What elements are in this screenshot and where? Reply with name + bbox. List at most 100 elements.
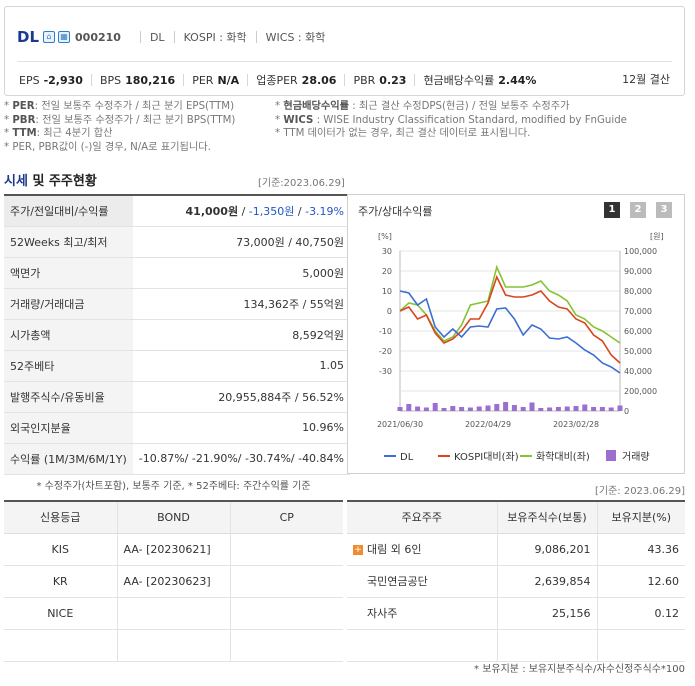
divider (139, 31, 141, 43)
stat-value: N/A (217, 73, 240, 87)
table-row: 52주베타 1.05 (4, 350, 351, 381)
divider (247, 74, 249, 86)
agency-cell: KIS (4, 533, 117, 566)
note-line: * WICS : WISE Industry Classification St… (275, 114, 627, 126)
table-header-row: 신용등급 BOND CP (4, 501, 343, 534)
stat-label: PER (192, 73, 214, 87)
price-chart-panel: 주가/상대수익률 1 2 3 [%] [원] 30 100,000 20 90,000 10… (347, 194, 685, 474)
divider (90, 74, 92, 86)
legend-label: DL (400, 452, 414, 463)
stat-value: 0.23 (379, 73, 407, 87)
volume-tick-label: 200,000 (624, 387, 657, 396)
building-icon[interactable]: ▦ (58, 31, 71, 43)
stat-label: PBR (353, 73, 376, 87)
table-row: 주가/전일대비/수익률 41,000원 / -1,350원 / -3.19% (4, 195, 351, 226)
key-stats: EPS -2,930 BPS 180,216 PER N/A 업종PER 28.06 P… (19, 71, 536, 89)
y-left-tick-label: -30 (379, 367, 392, 376)
volume-bar (450, 406, 456, 411)
holder-name: 자사주 (347, 597, 497, 630)
holder-name: 대림 외 6인 (367, 543, 422, 556)
table-row (347, 629, 685, 662)
table-row: + 대림 외 6인 9,086,201 43.36 (347, 533, 685, 566)
notes-left: * PER: 전일 보통주 수정주가 / 최근 분기 EPS(TTM) * PB… (4, 100, 279, 154)
note-text: : 전일 보통주 수정주가 / 최근 분기 BPS(TTM) (35, 114, 236, 126)
note-term: PBR (12, 114, 36, 126)
volume-bar (459, 407, 465, 411)
note-term: PER (12, 101, 35, 112)
note-line: * TTM: 최근 4분기 합산 (4, 128, 113, 139)
table-row: KR AA- [20230623] (4, 565, 343, 598)
bond-cell: AA- [20230623] (116, 565, 230, 598)
note-line: * PER, PBR값이 (-)일 경우, N/A로 표기됩니다. (4, 141, 211, 153)
y-left-tick-label: 30 (382, 247, 392, 256)
bond-cell (116, 629, 230, 662)
shares-cell (496, 629, 597, 662)
pct-cell: 43.36 (596, 533, 685, 566)
y-left-tick-label: 0 (387, 307, 392, 316)
holder-name-cell[interactable]: + 대림 외 6인 (347, 533, 497, 566)
cp-cell (229, 597, 343, 630)
holder-name: 국민연금공단 (347, 565, 497, 598)
row-value: 10.96% (302, 421, 345, 434)
note-text: : WISE Industry Classification Standard,… (313, 114, 627, 126)
volume-bar (608, 407, 614, 411)
note-text: : 최근 결산 수정DPS(현금) / 전일 보통주 수정주가 (348, 101, 570, 112)
header-divider (17, 61, 672, 62)
note-term: WICS (283, 114, 314, 126)
expand-icon[interactable]: + (353, 545, 363, 555)
row-value: 8,592억원 (292, 328, 345, 342)
volume-bar (467, 407, 473, 411)
holders-footnote: * 보유지분 : 보유지분주식수/자수신정주식수*100 (474, 664, 685, 675)
chart-page-1-button[interactable]: 1 (604, 202, 620, 218)
home-icon[interactable]: ⌂ (43, 31, 56, 43)
stat-label: EPS (19, 73, 40, 87)
note-text: : 최근 4분기 합산 (36, 128, 113, 139)
volume-bar (529, 402, 535, 411)
current-price: 41,000원 (185, 204, 239, 218)
cp-cell (229, 629, 343, 662)
x-tick-label: 2022/04/29 (465, 420, 511, 429)
volume-bar (494, 404, 500, 411)
table-row: 수익률 (1M/3M/6M/1Y) -10.87%/ -21.90%/ -30.7… (4, 443, 351, 474)
kospi-sector: KOSPI : 화학 (183, 31, 247, 44)
x-tick-label: 2021/06/30 (377, 420, 423, 429)
row-value: 73,000원 / 40,750원 (236, 235, 345, 249)
row-value: 134,362주 / 55억원 (243, 297, 345, 311)
x-tick-label: 2023/02/28 (553, 420, 599, 429)
volume-bar (547, 407, 553, 411)
row-label: 외국인지분율 (4, 412, 133, 443)
table-row: 시가총액 8,592억원 (4, 319, 351, 350)
credit-rating-table: 신용등급 BOND CP KIS AA- [20230621] KR AA- [20… (4, 500, 343, 662)
table-header-row: 주요주주 보유주식수(보통) 보유지분(%) (347, 501, 685, 534)
volume-bar (415, 406, 421, 411)
row-value: 20,955,884주 / 56.52% (218, 390, 345, 404)
right-axis-unit: [원] (650, 232, 664, 241)
pct-cell: 0.12 (596, 597, 685, 630)
y-left-tick-label: -20 (379, 347, 392, 356)
chart-page-3-button[interactable]: 3 (656, 202, 672, 218)
holder-name (347, 629, 497, 662)
stat-value: -2,930 (43, 73, 83, 87)
divider (183, 74, 185, 86)
legend-label: 화학대비(좌) (536, 451, 590, 463)
stat-sector-per: 업종PER 28.06 (256, 72, 336, 88)
row-label: 52Weeks 최고/최저 (4, 226, 133, 257)
chemical-relative-line (399, 264, 621, 344)
market-table: 주가/전일대비/수익률 41,000원 / -1,350원 / -3.19% 5… (4, 194, 351, 475)
agency-cell: NICE (4, 597, 117, 630)
table-row: NICE (4, 597, 343, 630)
note-text: PER, PBR값이 (-)일 경우, N/A로 표기됩니다. (12, 141, 211, 153)
volume-bar (599, 407, 605, 411)
price-change-pct: -3.19% (305, 204, 345, 218)
divider (344, 74, 346, 86)
row-label: 시가총액 (4, 319, 133, 350)
table-row: 자사주 25,156 0.12 (347, 597, 685, 630)
table-row: 액면가 5,000원 (4, 257, 351, 288)
chart-title: 주가/상대수익률 (358, 205, 433, 218)
note-term: 현금배당수익률 (283, 101, 349, 112)
table-row: 52Weeks 최고/최저 73,000원 / 40,750원 (4, 226, 351, 257)
volume-bar (397, 407, 403, 411)
row-value: -10.87%/ -21.90%/ -30.74%/ -40.84% (138, 452, 345, 465)
chart-page-2-button[interactable]: 2 (630, 202, 646, 218)
row-label: 거래량/거래대금 (4, 288, 133, 319)
